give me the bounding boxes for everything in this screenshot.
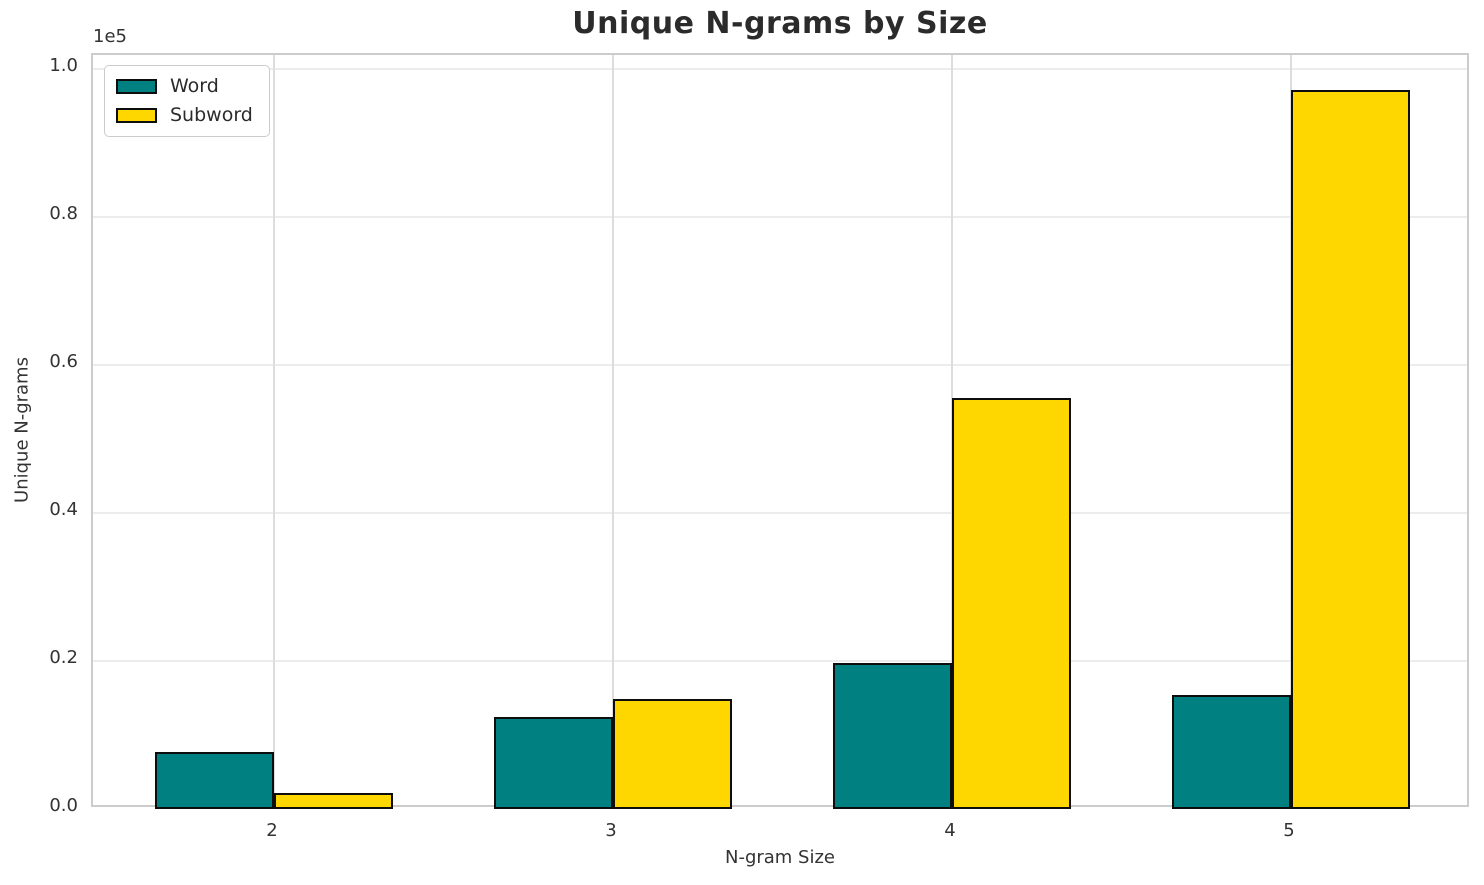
vertical-gridline — [273, 55, 275, 805]
x-tick-label: 2 — [266, 820, 278, 841]
y-axis-label: Unique N-grams — [11, 357, 33, 503]
vertical-gridline — [612, 55, 614, 805]
bar-word-ngram-2 — [155, 752, 274, 809]
y-tick-label: 0.6 — [49, 351, 78, 372]
horizontal-gridline — [93, 364, 1467, 366]
legend-label: Subword — [170, 103, 253, 126]
legend-item-subword: Subword — [116, 103, 253, 126]
bar-subword-ngram-2 — [274, 792, 393, 809]
y-tick-label: 0.2 — [49, 647, 78, 668]
plot-area: Word Subword — [91, 53, 1469, 809]
horizontal-gridline — [93, 216, 1467, 218]
bar-subword-ngram-4 — [952, 398, 1071, 809]
y-tick-label: 0.0 — [49, 795, 78, 816]
legend-swatch-subword — [116, 107, 157, 123]
bar-word-ngram-5 — [1172, 695, 1291, 809]
horizontal-gridline — [93, 512, 1467, 514]
bar-subword-ngram-5 — [1291, 89, 1410, 809]
chart-title: Unique N-grams by Size — [572, 6, 988, 41]
y-tick-label: 0.8 — [49, 203, 78, 224]
x-tick-label: 3 — [605, 820, 617, 841]
y-axis-offset-text: 1e5 — [93, 26, 127, 47]
legend: Word Subword — [104, 65, 270, 137]
bar-subword-ngram-3 — [613, 699, 732, 809]
x-tick-label: 4 — [944, 820, 956, 841]
legend-swatch-word — [116, 78, 157, 94]
legend-label: Word — [170, 75, 219, 97]
y-tick-label: 0.4 — [49, 499, 78, 520]
legend-item-word: Word — [116, 76, 253, 97]
horizontal-gridline — [93, 660, 1467, 662]
horizontal-gridline — [93, 68, 1467, 70]
bar-word-ngram-4 — [833, 663, 952, 809]
x-tick-label: 5 — [1283, 820, 1295, 841]
y-tick-label: 1.0 — [49, 55, 78, 76]
x-axis-label: N-gram Size — [724, 847, 836, 868]
bar-word-ngram-3 — [494, 716, 613, 809]
